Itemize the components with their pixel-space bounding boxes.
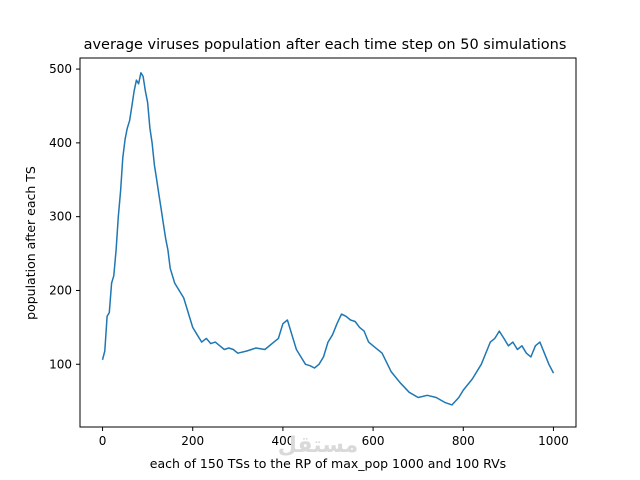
y-tick-label: 100 (49, 357, 72, 371)
x-tick-label: 800 (452, 434, 475, 448)
y-tick-label: 200 (49, 283, 72, 297)
series-line (101, 72, 555, 406)
x-axis-ticks: 0 200 400 600 800 1000 (99, 427, 569, 448)
x-tick-label: 1000 (538, 434, 569, 448)
x-tick-label: 600 (362, 434, 385, 448)
chart-title: average viruses population after each ti… (84, 37, 567, 53)
x-tick-label: 200 (181, 434, 204, 448)
y-axis-ticks: 100 200 300 400 500 (49, 62, 80, 371)
y-tick-label: 400 (49, 136, 72, 150)
y-tick-label: 500 (49, 62, 72, 76)
y-tick-label: 300 (49, 210, 72, 224)
plot-frame (79, 57, 577, 428)
y-axis-label: population after each TS (23, 166, 38, 320)
x-tick-label: 0 (99, 434, 107, 448)
plot-area (101, 72, 555, 406)
watermark-logo: مستقل (278, 433, 358, 458)
x-tick-label: 400 (271, 434, 294, 448)
x-axis-label: each of 150 TSs to the RP of max_pop 100… (150, 456, 506, 471)
